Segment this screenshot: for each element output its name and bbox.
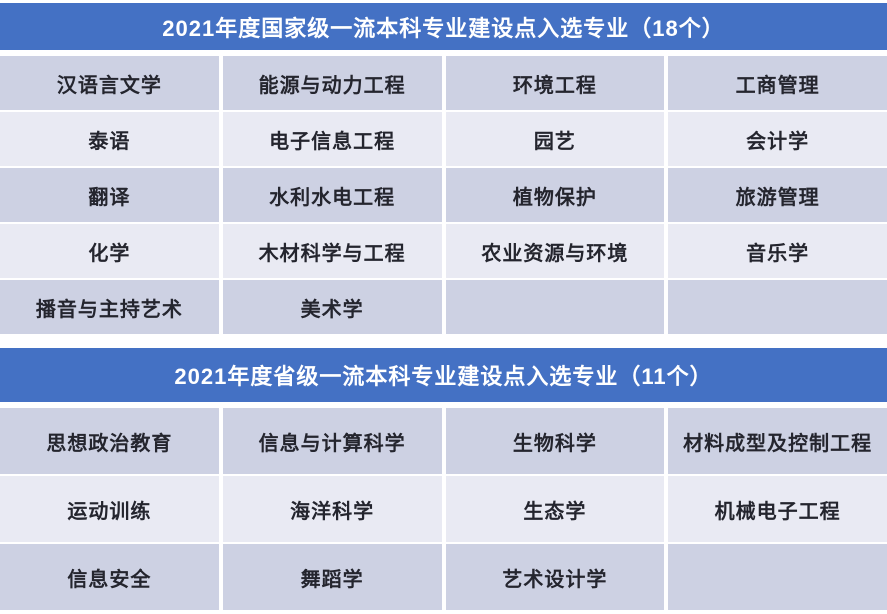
major-cell: 信息与计算科学 <box>222 408 442 474</box>
major-cell: 海洋科学 <box>222 476 442 542</box>
major-cell: 能源与动力工程 <box>222 56 442 110</box>
major-cell: 工商管理 <box>668 56 887 110</box>
major-cell: 汉语言文学 <box>0 56 219 110</box>
major-cell-empty <box>668 544 887 610</box>
major-cell: 信息安全 <box>0 544 219 610</box>
major-cell: 农业资源与环境 <box>445 224 665 278</box>
major-cell: 电子信息工程 <box>222 112 442 166</box>
major-cell: 木材科学与工程 <box>222 224 442 278</box>
major-cell-empty <box>445 280 665 334</box>
major-cell-empty <box>668 280 887 334</box>
provincial-section-header: 2021年度省级一流本科专业建设点入选专业（11个） <box>0 348 887 402</box>
national-section-title: 2021年度国家级一流本科专业建设点入选专业（18个） <box>162 15 725 41</box>
major-cell: 美术学 <box>222 280 442 334</box>
major-cell: 艺术设计学 <box>445 544 665 610</box>
major-cell: 运动训练 <box>0 476 219 542</box>
major-cell: 舞蹈学 <box>222 544 442 610</box>
major-cell: 水利水电工程 <box>222 168 442 222</box>
major-cell: 翻译 <box>0 168 219 222</box>
major-cell: 园艺 <box>445 112 665 166</box>
provincial-section-title: 2021年度省级一流本科专业建设点入选专业（11个） <box>174 364 713 389</box>
provincial-majors-grid: 思想政治教育 信息与计算科学 生物科学 材料成型及控制工程 运动训练 海洋科学 … <box>0 408 887 610</box>
major-cell: 环境工程 <box>445 56 665 110</box>
major-cell: 植物保护 <box>445 168 665 222</box>
major-cell: 播音与主持艺术 <box>0 280 219 334</box>
national-section-header: 2021年度国家级一流本科专业建设点入选专业（18个） <box>0 3 887 50</box>
national-majors-grid: 汉语言文学 能源与动力工程 环境工程 工商管理 泰语 电子信息工程 园艺 会计学… <box>0 56 887 334</box>
major-cell: 旅游管理 <box>668 168 887 222</box>
major-cell: 材料成型及控制工程 <box>668 408 887 474</box>
major-cell: 生态学 <box>445 476 665 542</box>
major-cell: 生物科学 <box>445 408 665 474</box>
major-cell: 会计学 <box>668 112 887 166</box>
major-cell: 泰语 <box>0 112 219 166</box>
major-cell: 机械电子工程 <box>668 476 887 542</box>
major-cell: 思想政治教育 <box>0 408 219 474</box>
major-cell: 音乐学 <box>668 224 887 278</box>
major-cell: 化学 <box>0 224 219 278</box>
